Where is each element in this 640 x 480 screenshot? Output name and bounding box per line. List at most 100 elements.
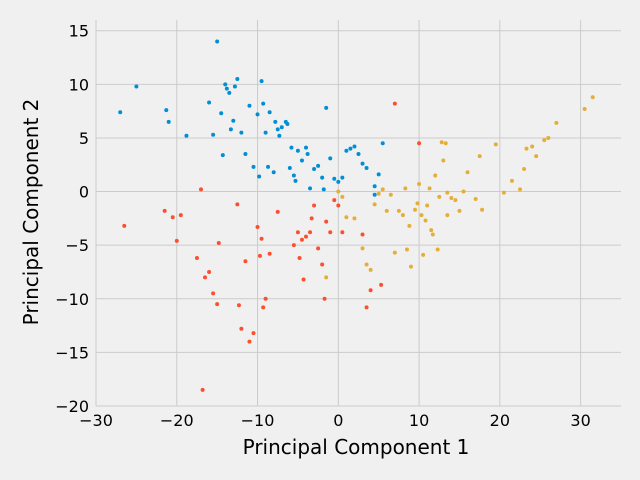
- data-point: [372, 192, 377, 197]
- data-point: [421, 252, 426, 257]
- data-point: [443, 141, 448, 146]
- data-point: [207, 269, 212, 274]
- data-point: [200, 387, 205, 392]
- data-point: [433, 173, 438, 178]
- data-point: [364, 305, 369, 310]
- data-point: [309, 216, 314, 221]
- data-point: [352, 216, 357, 221]
- data-point: [285, 122, 290, 127]
- data-point: [403, 186, 408, 191]
- data-point: [364, 262, 369, 267]
- data-point: [308, 186, 313, 191]
- data-point: [392, 101, 397, 106]
- data-point: [441, 158, 446, 163]
- data-point: [493, 142, 498, 147]
- data-point: [178, 213, 183, 218]
- data-point: [170, 215, 175, 220]
- data-point: [259, 79, 264, 84]
- data-point: [336, 203, 341, 208]
- data-point: [419, 213, 424, 218]
- data-point: [328, 156, 333, 161]
- plot-area: [96, 20, 621, 406]
- data-point: [164, 108, 169, 113]
- data-point: [384, 208, 389, 213]
- data-point: [216, 241, 221, 246]
- data-point: [546, 135, 551, 140]
- data-point: [293, 178, 298, 183]
- data-point: [376, 172, 381, 177]
- data-point: [439, 140, 444, 145]
- series-0: [118, 39, 385, 197]
- data-point: [271, 170, 276, 175]
- data-point: [247, 339, 252, 344]
- data-point: [524, 146, 529, 151]
- data-point: [247, 103, 252, 108]
- data-point: [297, 256, 302, 261]
- data-point: [134, 84, 139, 89]
- data-point: [211, 132, 216, 137]
- data-point: [320, 175, 325, 180]
- data-point: [215, 302, 220, 307]
- data-point: [461, 189, 466, 194]
- data-point: [445, 213, 450, 218]
- data-point: [336, 179, 341, 184]
- data-point: [435, 247, 440, 252]
- data-point: [263, 130, 268, 135]
- data-point: [275, 209, 280, 214]
- data-point: [239, 130, 244, 135]
- data-point: [477, 154, 482, 159]
- data-point: [368, 288, 373, 293]
- data-point: [257, 174, 262, 179]
- series-2: [324, 95, 595, 280]
- data-point: [396, 208, 401, 213]
- y-tick-label: 5: [79, 129, 89, 148]
- data-point: [166, 119, 171, 124]
- data-point: [232, 84, 237, 89]
- y-tick-labels: −20 −15 −10 −5 0 5 10 15: [55, 22, 89, 416]
- x-tick-label: 10: [409, 411, 429, 430]
- data-point: [305, 152, 310, 157]
- data-point: [518, 187, 523, 192]
- data-point: [289, 145, 294, 150]
- data-point: [380, 141, 385, 146]
- data-point: [203, 275, 208, 280]
- data-point: [473, 197, 478, 202]
- data-point: [554, 120, 559, 125]
- data-point: [308, 230, 313, 235]
- data-point: [261, 305, 266, 310]
- data-point: [199, 187, 203, 192]
- data-point: [312, 203, 317, 208]
- data-point: [243, 259, 248, 264]
- x-tick-label: −20: [160, 411, 194, 430]
- data-point: [299, 237, 304, 242]
- data-point: [453, 198, 458, 203]
- data-point: [404, 247, 409, 252]
- grid-lines: [95, 20, 621, 407]
- data-point: [534, 154, 539, 159]
- data-point: [267, 251, 272, 256]
- y-axis-label: Principal Component 2: [19, 99, 43, 326]
- data-point: [328, 230, 333, 235]
- x-tick-label: 30: [570, 411, 590, 430]
- data-point: [415, 201, 420, 206]
- x-tick-labels: −30 −20 −10 0 10 20 30: [79, 411, 591, 430]
- data-point: [239, 326, 244, 331]
- data-point: [257, 253, 262, 258]
- data-point: [275, 127, 280, 132]
- data-point: [267, 110, 272, 115]
- data-point: [291, 243, 296, 248]
- data-point: [277, 133, 282, 138]
- data-point: [409, 264, 413, 269]
- data-point: [299, 158, 304, 163]
- series-1: [122, 101, 422, 392]
- data-point: [423, 218, 428, 223]
- data-point: [122, 223, 127, 228]
- data-point: [344, 148, 349, 153]
- data-point: [368, 267, 373, 272]
- data-point: [236, 303, 241, 308]
- data-points: [118, 39, 595, 392]
- data-point: [223, 82, 228, 87]
- data-point: [380, 187, 385, 192]
- data-point: [231, 118, 236, 123]
